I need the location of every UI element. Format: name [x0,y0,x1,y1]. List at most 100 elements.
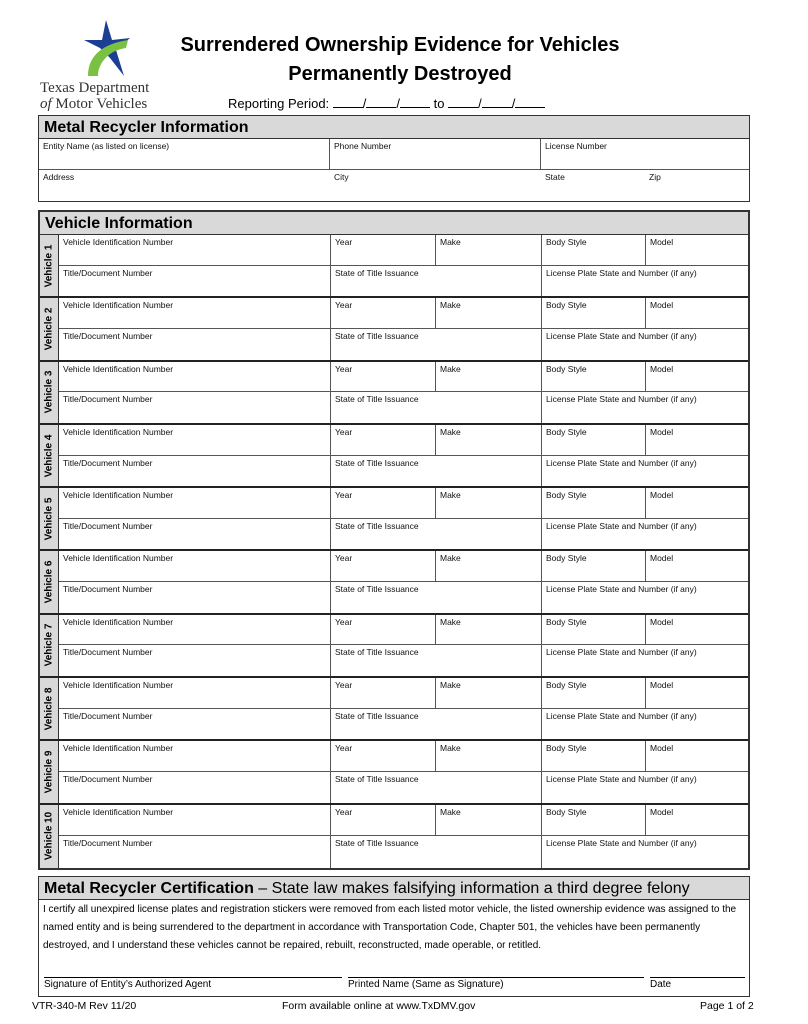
state-of-title-field[interactable]: State of Title Issuance [331,392,542,423]
body-style-field[interactable]: Body Style [542,298,646,328]
license-plate-field[interactable]: License Plate State and Number (if any) [546,647,697,658]
vin-field[interactable]: Vehicle Identification Number [59,424,331,455]
printed-name-field[interactable]: Printed Name (Same as Signature) [348,977,644,990]
vin-field[interactable]: Vehicle Identification Number [59,741,331,772]
make-field[interactable]: Make [436,804,542,836]
vin-field[interactable]: Vehicle Identification Number [59,488,331,518]
state-of-title-field[interactable]: State of Title Issuance [331,265,542,297]
model-field[interactable]: Model [650,743,674,754]
state-of-title-field[interactable]: State of Title Issuance [331,772,542,803]
model-field[interactable]: Model [650,237,674,247]
address-field[interactable]: Address [43,172,75,182]
license-plate-field[interactable]: License Plate State and Number (if any) [546,394,697,405]
year-field[interactable]: Year [331,741,436,772]
vin-field[interactable]: Vehicle Identification Number [59,298,331,328]
body-style-field[interactable]: Body Style [542,678,646,708]
vehicle-label: Vehicle 3 [40,361,59,423]
year-field[interactable]: Year [331,235,436,265]
make-field[interactable]: Make [436,551,542,582]
title-number-field[interactable]: Title/Document Number [59,265,331,297]
year-field[interactable]: Year [331,361,436,392]
year-field[interactable]: Year [331,614,436,645]
year-field[interactable]: Year [331,678,436,708]
license-plate-field[interactable]: License Plate State and Number (if any) [546,774,697,785]
title-number-field[interactable]: Title/Document Number [59,455,331,487]
vin-field[interactable]: Vehicle Identification Number [59,614,331,645]
period-start-day[interactable] [366,96,397,108]
model-field[interactable]: Model [650,490,674,501]
model-field[interactable]: Model [650,553,674,564]
body-style-field[interactable]: Body Style [542,488,646,518]
year-field[interactable]: Year [331,298,436,328]
license-plate-field[interactable]: License Plate State and Number (if any) [546,838,697,849]
state-of-title-field[interactable]: State of Title Issuance [331,328,542,360]
vin-field[interactable]: Vehicle Identification Number [59,235,331,265]
vin-field[interactable]: Vehicle Identification Number [59,361,331,392]
license-plate-field[interactable]: License Plate State and Number (if any) [546,457,697,468]
period-start-year[interactable] [400,96,431,108]
vin-field[interactable]: Vehicle Identification Number [59,551,331,582]
body-style-field[interactable]: Body Style [542,235,646,265]
year-field[interactable]: Year [331,488,436,518]
body-style-field[interactable]: Body Style [542,361,646,392]
period-start-month[interactable] [332,96,363,108]
zip-field[interactable]: Zip [649,172,661,182]
state-of-title-field[interactable]: State of Title Issuance [331,645,542,677]
year-field[interactable]: Year [331,551,436,582]
license-plate-field[interactable]: License Plate State and Number (if any) [546,330,697,341]
title-number-field[interactable]: Title/Document Number [59,708,331,740]
vehicle-info-section: Vehicle Information Vehicle 1 Vehicle Id… [38,210,750,870]
vehicle-block: Vehicle 3 Vehicle Identification Number … [40,361,748,425]
state-of-title-field[interactable]: State of Title Issuance [331,518,542,550]
body-style-field[interactable]: Body Style [542,614,646,645]
title-number-field[interactable]: Title/Document Number [59,582,331,613]
title-number-field[interactable]: Title/Document Number [59,836,331,868]
date-field[interactable]: Date [650,977,745,990]
state-of-title-field[interactable]: State of Title Issuance [331,582,542,613]
state-of-title-field[interactable]: State of Title Issuance [331,836,542,868]
make-field[interactable]: Make [436,424,542,455]
entity-name-field[interactable]: Entity Name (as listed on license) [39,139,330,169]
body-style-field[interactable]: Body Style [542,424,646,455]
year-field[interactable]: Year [331,804,436,836]
title-number-field[interactable]: Title/Document Number [59,328,331,360]
state-of-title-field[interactable]: State of Title Issuance [331,455,542,487]
license-plate-field[interactable]: License Plate State and Number (if any) [546,267,697,278]
license-plate-field[interactable]: License Plate State and Number (if any) [546,584,697,595]
license-field[interactable]: License Number [545,141,607,151]
model-field[interactable]: Model [650,363,674,374]
model-field[interactable]: Model [650,680,674,691]
vin-field[interactable]: Vehicle Identification Number [59,678,331,708]
reporting-period: Reporting Period: / / to / / [228,96,546,111]
model-field[interactable]: Model [650,616,674,627]
period-end-day[interactable] [481,96,512,108]
signature-field[interactable]: Signature of Entity’s Authorized Agent [44,977,342,990]
make-field[interactable]: Make [436,235,542,265]
year-field[interactable]: Year [331,424,436,455]
state-field[interactable]: State [545,172,565,182]
license-plate-field[interactable]: License Plate State and Number (if any) [546,520,697,531]
title-number-field[interactable]: Title/Document Number [59,645,331,677]
title-number-field[interactable]: Title/Document Number [59,772,331,803]
model-field[interactable]: Model [650,300,674,311]
body-style-field[interactable]: Body Style [542,551,646,582]
city-field[interactable]: City [334,172,349,182]
body-style-field[interactable]: Body Style [542,741,646,772]
model-field[interactable]: Model [650,806,674,817]
license-plate-field[interactable]: License Plate State and Number (if any) [546,710,697,721]
make-field[interactable]: Make [436,678,542,708]
state-of-title-field[interactable]: State of Title Issuance [331,708,542,740]
period-end-month[interactable] [448,96,479,108]
vin-field[interactable]: Vehicle Identification Number [59,804,331,836]
body-style-field[interactable]: Body Style [542,804,646,836]
make-field[interactable]: Make [436,614,542,645]
model-field[interactable]: Model [650,426,674,437]
period-end-year[interactable] [515,96,546,108]
title-number-field[interactable]: Title/Document Number [59,392,331,423]
make-field[interactable]: Make [436,488,542,518]
make-field[interactable]: Make [436,298,542,328]
make-field[interactable]: Make [436,741,542,772]
make-field[interactable]: Make [436,361,542,392]
phone-field[interactable]: Phone Number [330,139,541,169]
title-number-field[interactable]: Title/Document Number [59,518,331,550]
